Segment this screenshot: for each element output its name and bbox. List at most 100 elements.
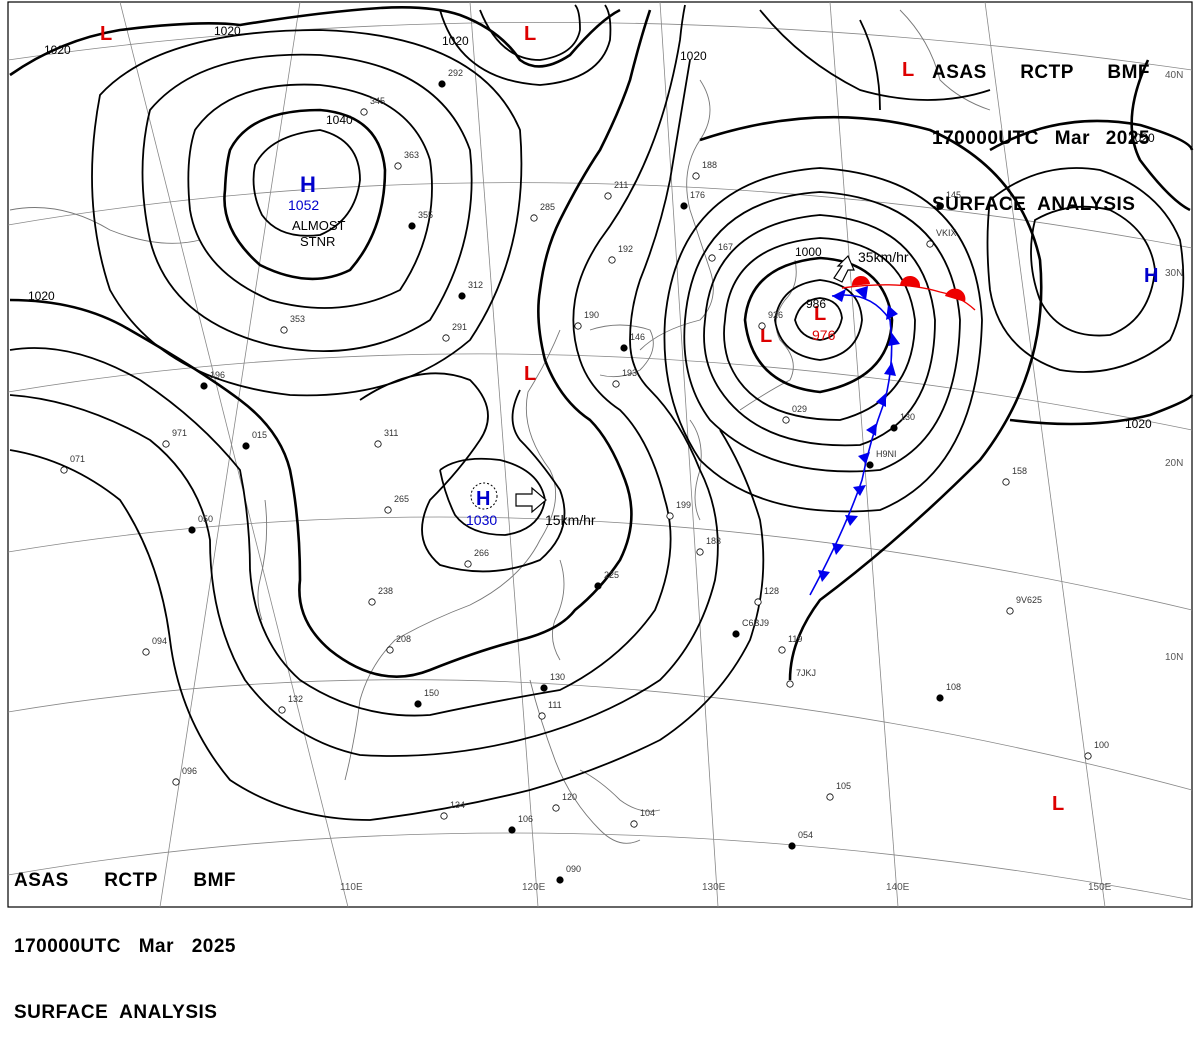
title-product: ASAS — [932, 62, 987, 83]
station-label: 238 — [378, 586, 393, 596]
station-label: 199 — [676, 500, 691, 510]
isobar-label: 1020 — [44, 43, 71, 57]
station-label: 130 — [900, 412, 915, 422]
station-label: 285 — [540, 202, 555, 212]
station-marker — [620, 344, 628, 352]
isobar-label: 1020 — [28, 289, 55, 303]
station-label: 345 — [370, 96, 385, 106]
latitude-label: 10N — [1165, 652, 1183, 663]
latitude-label: 30N — [1165, 268, 1183, 279]
high-pressure-value: 1030 — [466, 512, 497, 528]
isobar-labels: 1020 1020 1020 1020 1020 1040 1000 1020 … — [28, 24, 1155, 431]
station-marker — [630, 820, 638, 828]
warm-front — [841, 275, 976, 311]
high-center-south: H 1030 15km/hr — [466, 482, 596, 528]
isobar-label: 1040 — [326, 113, 353, 127]
station-label: 150 — [424, 688, 439, 698]
isobar-label: 1020 — [214, 24, 241, 38]
title-row-1: ASAS RCTP BMF — [932, 62, 1150, 84]
station-label: 208 — [396, 634, 411, 644]
station-label: 134 — [450, 800, 465, 810]
station-label: H9NI — [876, 449, 897, 459]
station-label: 146 — [630, 332, 645, 342]
station-marker — [680, 202, 688, 210]
low-symbol: L — [1052, 793, 1064, 815]
isobars — [9, 4, 1194, 821]
station-marker — [552, 804, 560, 812]
station-marker — [280, 326, 288, 334]
station-label: 015 — [252, 430, 267, 440]
station-label: C6BJ9 — [742, 618, 769, 628]
station-label: 192 — [618, 244, 633, 254]
station-label: 105 — [836, 781, 851, 791]
station-marker — [394, 162, 402, 170]
low-speed-label: 35km/hr — [858, 249, 909, 265]
low-symbol: L — [524, 363, 536, 385]
station-marker — [1084, 752, 1092, 760]
high-speed-label: 15km/hr — [545, 512, 596, 528]
longitude-label: 110E — [340, 882, 363, 893]
isobar-label: 1000 — [795, 245, 822, 259]
station-label: 312 — [468, 280, 483, 290]
isobar-label: 1020 — [1125, 417, 1152, 431]
station-marker — [608, 256, 616, 264]
low-symbol: L — [814, 303, 826, 325]
station-label: 050 — [198, 514, 213, 524]
low-center-main: L 986 976 35km/hr — [806, 249, 909, 343]
station-marker — [782, 416, 790, 424]
title-row-2: 170000UTC Mar 2025 — [932, 128, 1150, 150]
station-label: 926 — [768, 310, 783, 320]
station-marker — [604, 192, 612, 200]
station-label: 225 — [604, 570, 619, 580]
station-marker — [732, 630, 740, 638]
station-marker — [242, 442, 250, 450]
station-label: 353 — [290, 314, 305, 324]
station-marker — [374, 440, 382, 448]
station-label: 188 — [702, 160, 717, 170]
low-symbol: L — [524, 23, 536, 45]
title-code: BMF — [193, 870, 236, 891]
station-marker — [414, 700, 422, 708]
station-label: 158 — [1012, 466, 1027, 476]
station-label: 106 — [518, 814, 533, 824]
station-label: 7JKJ — [796, 668, 816, 678]
station-label: 108 — [946, 682, 961, 692]
station-label: 111 — [548, 700, 562, 710]
station-label: 167 — [718, 242, 733, 252]
low-symbol: L — [100, 23, 112, 45]
station-marker — [826, 793, 834, 801]
station-label: 094 — [152, 636, 167, 646]
station-label: 292 — [448, 68, 463, 78]
station-marker — [890, 424, 898, 432]
station-label: 132 — [288, 694, 303, 704]
high-note-line2: STNR — [300, 234, 335, 249]
station-label: 054 — [798, 830, 813, 840]
station-marker — [936, 202, 944, 210]
station-marker — [754, 598, 762, 606]
latitude-label: 20N — [1165, 458, 1183, 469]
isobar-label: 1020 — [442, 34, 469, 48]
station-label: 096 — [182, 766, 197, 776]
station-label: 130 — [550, 672, 565, 682]
station-marker — [594, 582, 602, 590]
title-month: Mar — [138, 936, 174, 957]
longitude-label: 140E — [886, 882, 910, 893]
low-symbols: L L L L L L — [100, 23, 1064, 815]
station-label: 071 — [70, 454, 85, 464]
motion-arrow-low — [833, 254, 855, 283]
station-label: 9V625 — [1016, 595, 1042, 605]
station-marker — [464, 560, 472, 568]
station-label: 104 — [640, 808, 655, 818]
station-label: 971 — [172, 428, 187, 438]
station-marker — [788, 842, 796, 850]
station-marker — [538, 712, 546, 720]
station-label: 176 — [690, 190, 705, 200]
station-marker — [758, 322, 766, 330]
title-product: ASAS — [14, 870, 69, 891]
station-label: 363 — [404, 150, 419, 160]
latitude-label: 40N — [1165, 70, 1183, 81]
station-marker — [200, 382, 208, 390]
high-symbol: H — [476, 488, 490, 510]
station-label: 291 — [452, 322, 467, 332]
station-marker — [142, 648, 150, 656]
